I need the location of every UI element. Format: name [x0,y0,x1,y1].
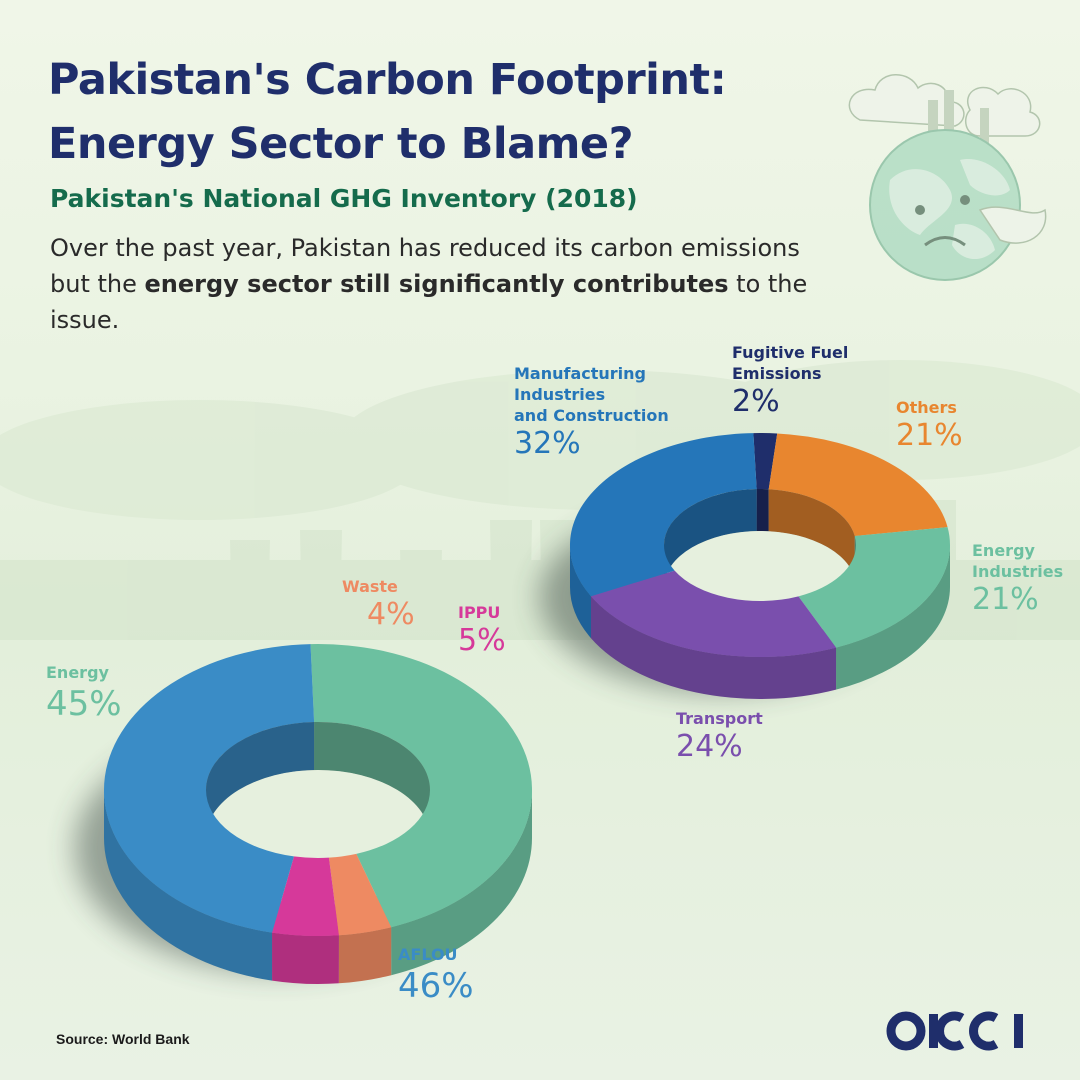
donut-inner-wall-0 [314,722,430,838]
donut-inner-wall-4 [664,489,757,587]
label-aflou: AFLOU 46% [398,944,474,1007]
donut-wall-1 [338,927,392,984]
label-aflou-value: 46% [398,966,474,1006]
title-line-1: Pakistan's Carbon Footprint: [48,55,727,105]
donut-wall-3 [591,596,837,700]
label-transport-name: Transport [676,709,763,728]
subtitle: Pakistan's National GHG Inventory (2018) [50,184,638,213]
label-aflou-name: AFLOU [398,945,458,964]
description-part-2: to the issue. [50,270,808,334]
donut-wall-2 [272,932,339,984]
label-fugitive: Fugitive Fuel Emissions 2% [732,342,848,420]
donut-slice-front-3 [591,570,837,658]
label-manufacturing-value: 32% [514,426,581,461]
label-energy-industries-name: Energy Industries [972,541,1064,581]
oicci-logo [886,1011,1023,1051]
label-fugitive-name: Fugitive Fuel Emissions [732,343,849,383]
page-title: Pakistan's Carbon Footprint: Energy Sect… [48,48,727,176]
description-part-1: Over the past year, Pakistan has reduced… [50,234,800,298]
label-others-value: 21% [896,418,963,453]
donut-inner-wall-0 [756,489,769,532]
donut-wall-2 [836,545,950,690]
donut-wall-3 [103,790,273,981]
source-note: Source: World Bank [56,1031,190,1047]
label-energy-value: 45% [46,684,122,724]
chart-ghg-total [74,644,532,984]
chart-energy-breakdown [539,433,950,700]
label-manufacturing: Manufacturing Industries and Constructio… [514,363,669,462]
polluted-globe-illustration [848,74,1047,281]
label-others-name: Others [896,398,957,417]
label-waste-value: 4% [367,597,415,632]
donut-slice-0 [753,433,778,490]
label-others: Others 21% [896,397,963,454]
description: Over the past year, Pakistan has reduced… [50,230,820,338]
label-fugitive-value: 2% [732,384,780,419]
title-line-2: Energy Sector to Blame? [48,119,634,169]
label-energy-industries: Energy Industries 21% [972,540,1063,618]
label-energy: Energy 45% [46,662,122,725]
donut-wall-0 [391,790,532,976]
donut-slice-front-2 [272,856,339,936]
donut-slice-front-2 [798,545,950,648]
donut-slice-front-0 [356,790,532,928]
label-energy-name: Energy [46,663,109,682]
label-waste-name: Waste [342,577,398,596]
donut-inner-wall-3 [206,722,315,838]
description-bold: energy sector still significantly contri… [144,270,729,298]
label-ippu-value: 5% [458,623,506,658]
donut-slice-front-1 [328,853,392,936]
label-transport-value: 24% [676,729,743,764]
label-manufacturing-name: Manufacturing Industries and Constructio… [514,364,669,425]
donut-slice-1 [768,433,948,537]
donut-inner-wall-1 [768,489,855,579]
donut-wall-4 [570,545,592,639]
label-ippu: IPPU 5% [458,602,506,659]
donut-slice-front-4 [570,545,675,597]
label-waste: Waste 4% [342,576,415,633]
label-energy-industries-value: 21% [972,582,1039,617]
label-ippu-name: IPPU [458,603,501,622]
donut-slice-front-3 [103,790,294,933]
label-transport: Transport 24% [676,708,763,765]
